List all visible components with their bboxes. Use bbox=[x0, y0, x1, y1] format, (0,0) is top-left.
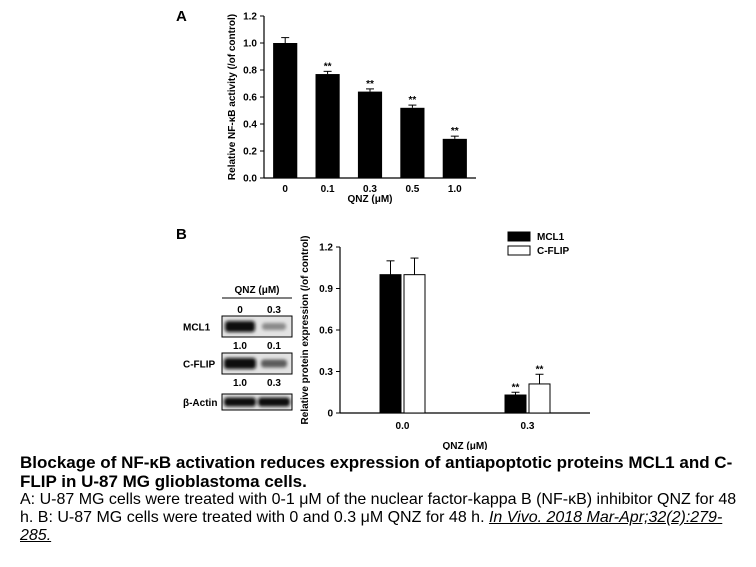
panel-a-significance: ** bbox=[409, 95, 417, 106]
blot-quant-value: 0.3 bbox=[267, 378, 281, 389]
blot-header: QNZ (μM) bbox=[235, 285, 280, 296]
figure-canvas: A 0.0 0.2 0.4 0.6 0.8 1.0 1.2 0 ** 0.1 ** 0.3 ** 0.5 **… bbox=[176, 8, 590, 450]
caption-title: Blockage of NF-κB activation reduces exp… bbox=[20, 453, 733, 491]
panel-a-x-axis-label: QNZ (μM) bbox=[348, 194, 393, 205]
panel-b-legend-swatch bbox=[507, 245, 531, 256]
panel-a-y-axis-label: Relative NF-κB activity (/of control) bbox=[227, 14, 238, 180]
panel-b-bar bbox=[504, 394, 527, 414]
figure-caption: Blockage of NF-κB activation reduces exp… bbox=[20, 453, 750, 545]
blot-lane-label: 0 bbox=[237, 305, 243, 316]
panel-b-y-axis-label: Relative protein expression (/of control… bbox=[300, 236, 311, 425]
panel-a-significance: ** bbox=[324, 61, 332, 72]
panel-a-bar bbox=[357, 91, 383, 178]
caption-text: A: U-87 MG cells were treated with 0-1 μ… bbox=[20, 491, 737, 526]
panel-b-label: B bbox=[176, 226, 187, 243]
caption-reference[interactable]: In Vivo. 2018 Mar-Apr;32(2):279-285. bbox=[20, 509, 723, 544]
panel-b-y-tick-label: 0.3 bbox=[319, 367, 333, 378]
blot-band bbox=[261, 359, 287, 368]
panel-a-y-tick-label: 1.2 bbox=[243, 12, 257, 23]
panel-b-bar bbox=[528, 383, 551, 414]
panel-b-y-tick-label: 0.6 bbox=[319, 326, 333, 337]
panel-a-bar bbox=[315, 74, 340, 178]
panel-a-y-tick-label: 0.2 bbox=[243, 147, 257, 158]
panel-b-significance: ** bbox=[512, 382, 520, 393]
panel-b-y-tick-label: 1.2 bbox=[319, 243, 333, 254]
panel-a-y-tick-label: 0.4 bbox=[243, 120, 257, 131]
blot-quant-value: 1.0 bbox=[233, 341, 247, 352]
panel-a-x-tick-label: 0.5 bbox=[405, 184, 419, 195]
blot-row-label: MCL1 bbox=[183, 323, 211, 334]
blot-band bbox=[258, 397, 290, 407]
panel-a-label: A bbox=[176, 8, 187, 25]
panel-a-bar bbox=[400, 107, 425, 178]
panel-a-x-tick-label: 0.1 bbox=[321, 184, 335, 195]
panel-b-x-tick-label: 0.3 bbox=[521, 421, 535, 432]
caption-body: A: U-87 MG cells were treated with 0-1 μ… bbox=[20, 491, 750, 545]
panel-a-y-tick-label: 1.0 bbox=[243, 39, 257, 50]
panel-a-y-tick-label: 0.8 bbox=[243, 66, 257, 77]
panel-b-legend-label: MCL1 bbox=[537, 232, 565, 243]
blot-band bbox=[224, 397, 256, 407]
panel-b-bar bbox=[379, 274, 402, 414]
blot-lane-label: 0.3 bbox=[267, 305, 281, 316]
panel-b-y-tick-label: 0 bbox=[327, 409, 333, 420]
panel-b-y-tick-label: 0.9 bbox=[319, 284, 333, 295]
blot-quant-value: 1.0 bbox=[233, 378, 247, 389]
panel-a-x-tick-label: 0.3 bbox=[363, 184, 377, 195]
panel-a-bar bbox=[442, 138, 467, 178]
panel-a-significance: ** bbox=[366, 79, 374, 90]
panel-a-x-tick-label: 0 bbox=[282, 184, 288, 195]
panel-a-bar bbox=[273, 43, 298, 178]
blot-quant-value: 0.1 bbox=[267, 341, 281, 352]
panel-b-legend-label: C-FLIP bbox=[537, 246, 570, 257]
panel-b-x-axis-label: QNZ (μM) bbox=[443, 441, 488, 450]
panel-b-x-tick-label: 0.0 bbox=[396, 421, 410, 432]
blot-band bbox=[224, 358, 256, 369]
panel-a-x-tick-label: 1.0 bbox=[448, 184, 462, 195]
panel-a-significance: ** bbox=[451, 126, 459, 137]
blot-band bbox=[262, 323, 286, 330]
panel-a-y-tick-label: 0.6 bbox=[243, 93, 257, 104]
panel-a-y-tick-label: 0.0 bbox=[243, 174, 257, 185]
blot-band bbox=[225, 321, 255, 332]
panel-b-bar bbox=[403, 274, 426, 414]
blot-row-label: C-FLIP bbox=[183, 360, 216, 371]
panel-a-chart: A 0.0 0.2 0.4 0.6 0.8 1.0 1.2 0 ** 0.1 ** 0.3 ** 0.5 **… bbox=[176, 8, 476, 205]
panel-b-legend-swatch bbox=[507, 231, 531, 242]
panel-b-significance: ** bbox=[536, 364, 544, 375]
panel-b-chart: B 0 0.3 0.6 0.9 1.2 0.0 ** ** 0.3 QNZ (μM) Relative… bbox=[176, 226, 590, 450]
western-blot: QNZ (μM) 0 0.3 MCL1 1.0 0.1 C-FLIP 1.0 0.3 β-Acti… bbox=[183, 285, 293, 411]
blot-row-label: β-Actin bbox=[183, 398, 217, 409]
